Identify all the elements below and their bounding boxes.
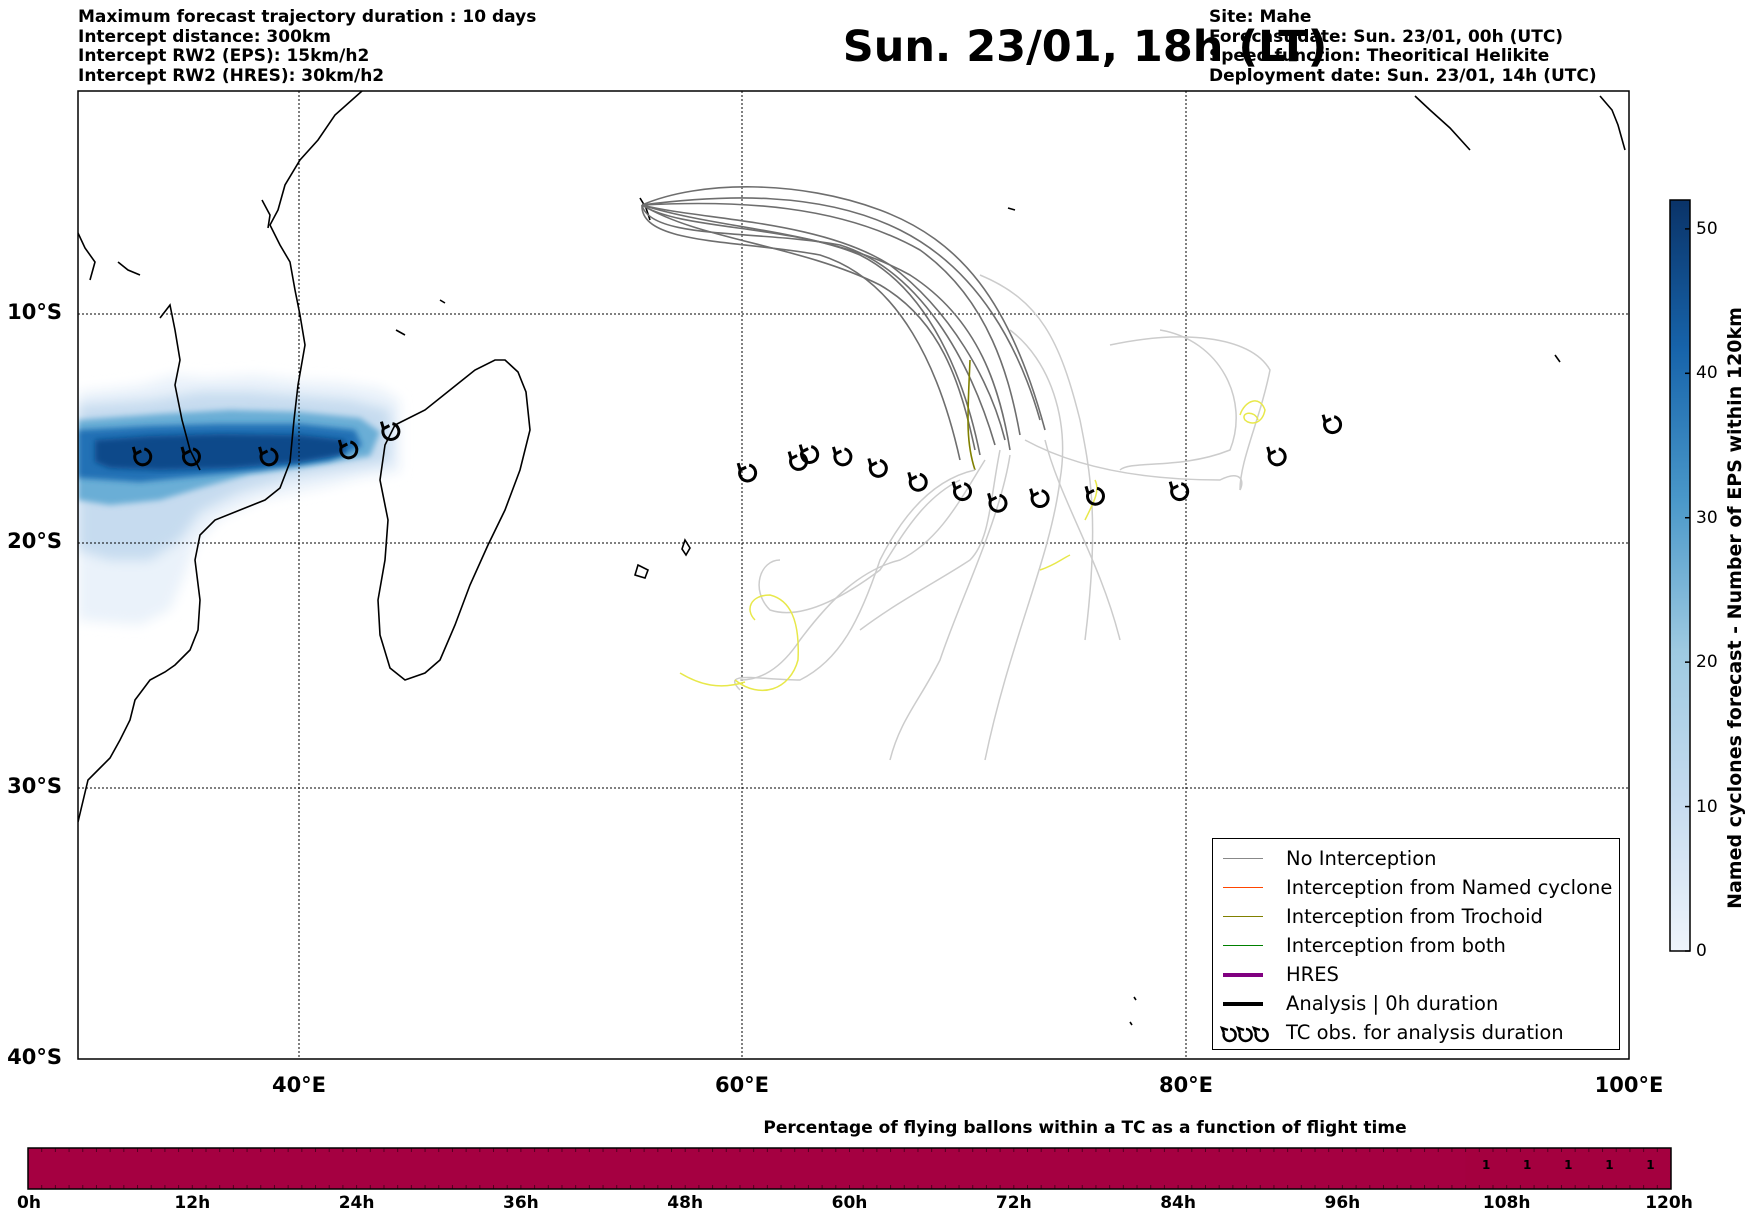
progress-bar-tick-label: 96h <box>1324 1193 1361 1213</box>
header-right-line: Deployment date: Sun. 23/01, 14h (UTC) <box>1209 65 1597 86</box>
tc-obs-marker <box>180 446 201 467</box>
progress-bar-tick-label: 60h <box>831 1193 868 1213</box>
coastline <box>78 91 1626 1026</box>
trajectories-no-interception-late <box>733 274 1271 761</box>
gridlines <box>78 91 1629 1059</box>
tc-obs-marker <box>1029 488 1050 508</box>
lat-tick-label: 10°S <box>7 300 62 324</box>
colorbar-tick-marks <box>1685 228 1690 952</box>
map-title: Sun. 23/01, 18h (LT) <box>842 22 1328 72</box>
map-frame <box>77 90 1630 1060</box>
tc-obs-marker <box>1084 485 1105 506</box>
tc-obs-marker <box>1321 414 1343 435</box>
header-right-line: Site: Mahe <box>1209 7 1312 27</box>
legend-item: TC obs. for analysis duration <box>1213 1018 1564 1047</box>
legend-item: Interception from both <box>1213 931 1506 960</box>
tc-obs-marker <box>831 446 853 467</box>
header-left: Maximum forecast trajectory duration : 1… <box>78 7 537 86</box>
progress-bar-tick-label: 12h <box>174 1193 211 1213</box>
tc-obs-marker <box>787 451 809 471</box>
tc-obs-marker <box>907 471 928 492</box>
lat-tick-label: 30°S <box>7 774 62 798</box>
header-left-line: Intercept RW2 (HRES): 30km/h2 <box>78 65 385 86</box>
lat-tick-label: 40°S <box>7 1045 62 1069</box>
progress-bar-value: 1 <box>1646 1158 1655 1172</box>
legend-label: HRES <box>1286 963 1339 986</box>
colorbar-tick-label: 30 <box>1696 507 1718 528</box>
legend-swatch <box>1223 858 1263 859</box>
progress-bar-tick-label: 120h <box>1645 1193 1693 1213</box>
header-right: Site: Mahe Forecast date: Sun. 23/01, 00… <box>1209 7 1597 86</box>
colorbar-label: Named cyclones forecast - Number of EPS … <box>1724 307 1746 909</box>
header-left-line: Intercept RW2 (EPS): 15km/h2 <box>78 46 370 66</box>
progress-bar-value: 1 <box>1605 1158 1614 1172</box>
progress-bar-fill <box>28 1148 1671 1189</box>
legend-item: Interception from Trochoid <box>1213 902 1543 931</box>
progress-bar-tick-label: 72h <box>995 1193 1032 1213</box>
legend-label: Interception from both <box>1286 934 1506 957</box>
legend-item: HRES <box>1213 960 1339 989</box>
legend-item: Interception from Named cyclone <box>1213 873 1612 902</box>
progress-bar-value: 1 <box>1481 1158 1491 1172</box>
colorbar-tick-label: 40 <box>1696 363 1718 384</box>
progress-bar-tick-label: 24h <box>338 1193 375 1213</box>
legend-swatch <box>1223 916 1263 917</box>
tc-obs-marker <box>951 481 973 502</box>
legend-swatch <box>1223 887 1263 888</box>
legend-swatch <box>1223 1001 1263 1006</box>
progress-bar-title: Percentage of flying ballons within a TC… <box>763 1118 1407 1138</box>
legend-label: Interception from Trochoid <box>1286 905 1543 928</box>
trajectories-no-interception-early <box>641 186 1046 461</box>
trajectories-yellow <box>679 400 1266 691</box>
lon-tick-label: 80°E <box>1158 1073 1214 1097</box>
legend-label: No Interception <box>1286 847 1437 870</box>
legend-item: Analysis | 0h duration <box>1213 989 1498 1018</box>
progress-bar-value: 1 <box>1523 1158 1532 1172</box>
progress-bar-tick-label: 108h <box>1482 1193 1531 1213</box>
lat-tick-label: 20°S <box>7 529 62 553</box>
colorbar-tick-label: 20 <box>1696 652 1718 673</box>
legend-swatch <box>1223 945 1263 946</box>
tc-obs-marker <box>867 458 888 478</box>
legend: No Interception Interception from Named … <box>1212 838 1620 1050</box>
eps-density-field <box>78 375 400 625</box>
tc-observation-markers <box>131 414 1343 513</box>
colorbar-tick-label: 10 <box>1696 796 1718 817</box>
tc-obs-marker <box>131 446 153 467</box>
tc-obs-marker <box>337 439 359 460</box>
tc-obs-marker <box>736 462 758 483</box>
header-left-line: Intercept distance: 300km <box>78 26 331 47</box>
trajectory-trochoid-interception <box>967 359 976 471</box>
tc-obs-legend-icon <box>1219 1025 1269 1042</box>
progress-bar-tick-label: 36h <box>503 1193 539 1213</box>
progress-bar-tick-label: 48h <box>667 1193 704 1213</box>
lon-tick-label: 60°E <box>714 1073 770 1097</box>
progress-bar-frame <box>27 1147 1672 1190</box>
tc-obs-marker <box>379 421 401 441</box>
header-left-line: Maximum forecast trajectory duration : 1… <box>78 7 537 27</box>
lon-tick-label: 100°E <box>1594 1073 1664 1097</box>
legend-label: TC obs. for analysis duration <box>1286 1021 1564 1044</box>
progress-bar-value: 1 <box>1564 1158 1573 1172</box>
legend-label: Analysis | 0h duration <box>1286 992 1499 1015</box>
colorbar-tick-label: 0 <box>1696 941 1707 961</box>
tc-obs-marker <box>1266 446 1287 467</box>
colorbar <box>1669 199 1691 952</box>
progress-bar <box>27 1147 1672 1190</box>
header-right-line: Speed function: Theoritical Helikite <box>1209 46 1550 66</box>
header-right-line: Forecast date: Sun. 23/01, 00h (UTC) <box>1209 26 1564 47</box>
tc-obs-marker <box>258 446 279 467</box>
progress-bar-late-fill <box>1465 1148 1671 1189</box>
colorbar-tick-label: 50 <box>1696 218 1718 239</box>
progress-bar-tick-label: 84h <box>1160 1193 1196 1213</box>
legend-swatch <box>1223 972 1263 977</box>
legend-item: No Interception <box>1213 844 1437 873</box>
progress-bar-tick-label: 0h <box>17 1193 41 1213</box>
tc-obs-marker <box>1168 481 1190 502</box>
tc-obs-marker <box>987 492 1008 513</box>
legend-label: Interception from Named cyclone <box>1286 876 1613 899</box>
tc-obs-marker <box>798 444 820 464</box>
lon-tick-label: 40°E <box>271 1073 327 1097</box>
